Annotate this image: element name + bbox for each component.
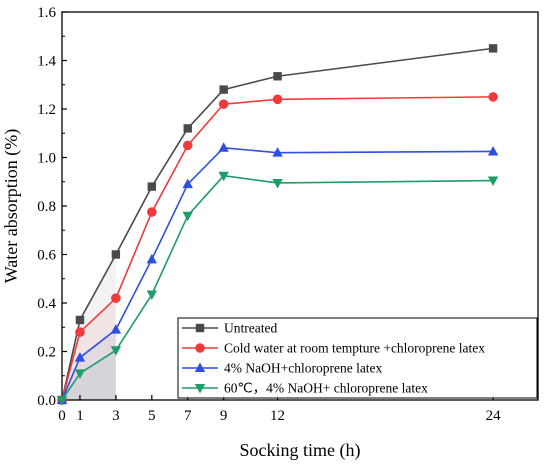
y-tick-label: 1.4 <box>37 54 56 70</box>
y-tick-label: 0.4 <box>37 296 56 312</box>
x-tick-label: 0 <box>58 408 66 424</box>
y-tick-label: 0.8 <box>37 199 56 215</box>
legend-marker-1 <box>195 323 205 333</box>
series-shade <box>62 254 116 400</box>
series-line-4 <box>61 174 494 401</box>
series-1-point <box>183 124 192 133</box>
series-4-point <box>74 369 86 379</box>
series-line-2 <box>61 96 494 401</box>
series-2-point <box>218 99 229 109</box>
series-1-point <box>488 44 498 53</box>
x-tick-label: 9 <box>220 408 228 424</box>
legend: Untreated Cold water at room tempture +ch… <box>177 317 538 399</box>
series-3-point <box>110 324 122 334</box>
legend-marker-2 <box>195 343 205 353</box>
series-1-point <box>219 85 228 94</box>
series-4-point <box>487 176 499 187</box>
series-layer <box>56 44 499 406</box>
y-tick-label: 0.0 <box>37 393 56 409</box>
legend-label-4: 60℃，4% NaOH+ chloroprene latex <box>224 381 428 396</box>
series-2-point <box>75 327 85 337</box>
series-4-point <box>218 171 229 182</box>
series-2-point <box>147 207 157 217</box>
series-line-1 <box>61 47 494 401</box>
y-tick-label: 0.6 <box>37 248 56 264</box>
series-4-point <box>146 290 158 301</box>
legend-label-2: Cold water at room tempture +chloroprene… <box>224 341 485 356</box>
y-tick-label: 1.0 <box>37 151 56 167</box>
series-2-point <box>182 140 193 151</box>
series-3-point <box>218 142 229 152</box>
y-axis-title: Water absorption (%) <box>1 129 22 284</box>
series-3-point <box>74 352 86 362</box>
x-axis-title: Socking time (h) <box>240 440 361 461</box>
x-tick-label: 24 <box>486 408 502 424</box>
series-4-point <box>272 178 283 189</box>
series-4-point <box>110 346 122 356</box>
y-tick-label: 1.2 <box>37 102 56 118</box>
series-3-point <box>272 147 283 157</box>
series-1-point <box>147 182 157 191</box>
series-line-3 <box>61 147 494 401</box>
x-tick-label: 12 <box>270 408 285 424</box>
y-tick-label: 1.6 <box>37 5 56 21</box>
series-2-point <box>488 92 498 102</box>
series-shade <box>62 329 116 400</box>
series-3-point <box>487 145 499 156</box>
x-tick-label: 3 <box>112 408 120 424</box>
legend-label-1: Untreated <box>224 321 277 336</box>
x-tick-label: 7 <box>184 408 192 424</box>
series-4-point <box>182 211 193 222</box>
y-tick-label: 0.2 <box>37 345 56 361</box>
series-1-point <box>75 315 85 325</box>
x-tick-label: 5 <box>148 408 156 424</box>
legend-marker-3 <box>194 362 206 372</box>
series-1-point <box>111 250 121 259</box>
series-shade <box>62 298 116 400</box>
series-1-point <box>273 72 282 81</box>
x-tick-label: 1 <box>76 408 84 424</box>
legend-marker-4 <box>194 384 206 394</box>
series-3-point <box>182 178 193 189</box>
series-2-point <box>272 94 283 105</box>
series-4-point <box>56 396 68 406</box>
legend-box <box>177 317 538 399</box>
series-shade <box>62 350 116 400</box>
series-2-point <box>111 293 121 303</box>
legend-label-3: 4% NaOH+chloroprene latex <box>224 361 383 376</box>
line-fills <box>62 254 116 400</box>
series-3-point <box>146 253 158 264</box>
